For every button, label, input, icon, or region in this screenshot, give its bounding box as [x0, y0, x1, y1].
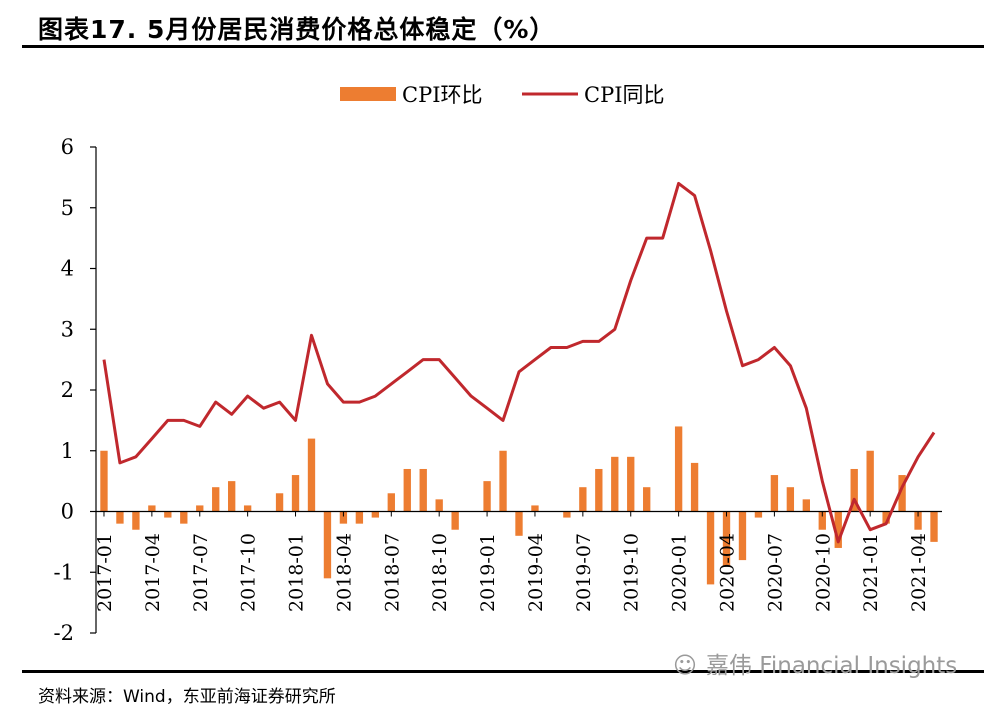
cpi-mom-bar	[180, 511, 188, 524]
cpi-mom-bar	[164, 511, 172, 518]
x-tick-label: 2018-07	[381, 533, 403, 612]
cpi-mom-bar	[818, 511, 826, 530]
source-note: 资料来源：Wind，东亚前海证券研究所	[38, 687, 336, 707]
legend: CPI环比 CPI同比	[340, 83, 665, 107]
cpi-mom-bar	[627, 456, 635, 512]
cpi-mom-bar	[419, 468, 427, 512]
watermark-text: 嘉伟 Financial Insights	[706, 653, 958, 679]
cpi-mom-bar	[243, 505, 252, 512]
cpi-mom-bar	[531, 505, 539, 512]
cpi-mom-bar	[196, 505, 204, 512]
cpi-mom-bar	[930, 511, 938, 542]
y-tick-label: 6	[61, 135, 74, 159]
cpi-mom-bar	[307, 438, 316, 512]
cpi-mom-bar	[898, 475, 906, 512]
cpi-mom-bar	[339, 511, 348, 524]
x-tick-label: 2018-01	[286, 533, 308, 612]
y-tick-label: -2	[54, 621, 74, 645]
cpi-mom-bar	[914, 511, 922, 530]
legend-line-label: CPI同比	[584, 83, 665, 107]
y-tick-label: 4	[61, 257, 74, 281]
legend-bar-swatch	[340, 87, 396, 101]
cpi-mom-bar	[228, 481, 236, 512]
cpi-mom-bar	[355, 511, 364, 524]
cpi-mom-bar	[770, 475, 779, 512]
x-tick-label: 2019-01	[477, 533, 499, 612]
cpi-mom-bar	[866, 450, 874, 512]
cpi-mom-bar	[132, 511, 140, 530]
x-tick-label: 2018-10	[429, 533, 451, 612]
bottom-rule	[22, 670, 984, 673]
cpi-mom-bar	[850, 468, 858, 512]
cpi-mom-bar	[611, 456, 619, 512]
x-tick-label: 2017-07	[190, 533, 212, 612]
cpi-mom-bar	[754, 511, 763, 518]
y-tick-label: 0	[61, 500, 74, 524]
x-tick-label: 2020-01	[669, 533, 691, 612]
legend-bar-label: CPI环比	[402, 83, 483, 107]
y-tick-label: 1	[61, 439, 74, 463]
cpi-mom-bar	[802, 499, 810, 512]
x-tick-label: 2020-07	[764, 533, 786, 612]
cpi-mom-bar	[387, 493, 395, 512]
cpi-mom-bar	[116, 511, 124, 524]
cpi-mom-bar	[403, 468, 411, 512]
x-tick-label: 2017-04	[142, 533, 164, 612]
cpi-mom-bar	[643, 487, 651, 512]
cpi-yoy-line	[102, 181, 936, 544]
cpi-mom-bar	[515, 511, 523, 536]
cpi-mom-bar	[563, 511, 571, 518]
x-tick-label: 2019-10	[621, 533, 643, 612]
x-tick-label: 2017-01	[94, 533, 116, 612]
cpi-mom-bar	[371, 511, 380, 518]
cpi-mom-bar	[323, 511, 332, 579]
y-tick-label: 5	[61, 196, 74, 220]
cpi-mom-bar	[882, 511, 890, 524]
cpi-mom-bar	[435, 499, 443, 512]
cpi-mom-bar	[451, 511, 459, 530]
cpi-mom-bar	[275, 493, 284, 512]
x-tick-label: 2019-07	[573, 533, 595, 612]
cpi-mom-bar	[148, 505, 156, 512]
cpi-mom-bar	[706, 511, 715, 585]
x-axis: 2017-01 2017-04 2017-07 2017-10 2018-01 2018-…	[94, 510, 942, 612]
y-tick-label: 2	[61, 378, 74, 402]
cpi-mom-bar	[834, 511, 842, 548]
wechat-icon: ☺	[673, 653, 697, 679]
y-axis: -2 -1 0 1 2 3 4 5 6	[54, 135, 97, 645]
cpi-mom-bar	[579, 487, 587, 512]
cpi-mom-bar	[738, 511, 747, 561]
cpi-mom-bar	[674, 426, 683, 512]
cpi-mom-bar	[595, 468, 603, 512]
x-tick-label: 2019-04	[525, 533, 547, 612]
cpi-mom-bar	[690, 462, 699, 512]
x-tick-label: 2021-01	[860, 533, 882, 612]
cpi-mom-bar	[291, 475, 300, 512]
x-tick-label: 2021-04	[908, 533, 930, 612]
cpi-mom-bar	[786, 487, 795, 512]
bar-series	[100, 426, 938, 585]
x-tick-label: 2017-10	[238, 533, 260, 612]
top-rule	[22, 45, 984, 48]
cpi-mom-bar	[100, 450, 108, 512]
cpi-mom-bar	[722, 511, 731, 567]
y-tick-label: 3	[61, 317, 74, 341]
watermark: ☺ 嘉伟 Financial Insights	[672, 646, 957, 680]
x-tick-label: 2020-04	[717, 533, 739, 612]
cpi-mom-bar	[212, 487, 220, 512]
chart-title: 图表17. 5月份居民消费价格总体稳定（%）	[38, 15, 556, 44]
cpi-mom-bar	[499, 450, 507, 512]
cpi-mom-bar	[483, 481, 491, 512]
x-tick-label: 2018-04	[333, 533, 355, 612]
x-tick-label: 2020-10	[812, 533, 834, 612]
y-tick-label: -1	[54, 560, 74, 584]
